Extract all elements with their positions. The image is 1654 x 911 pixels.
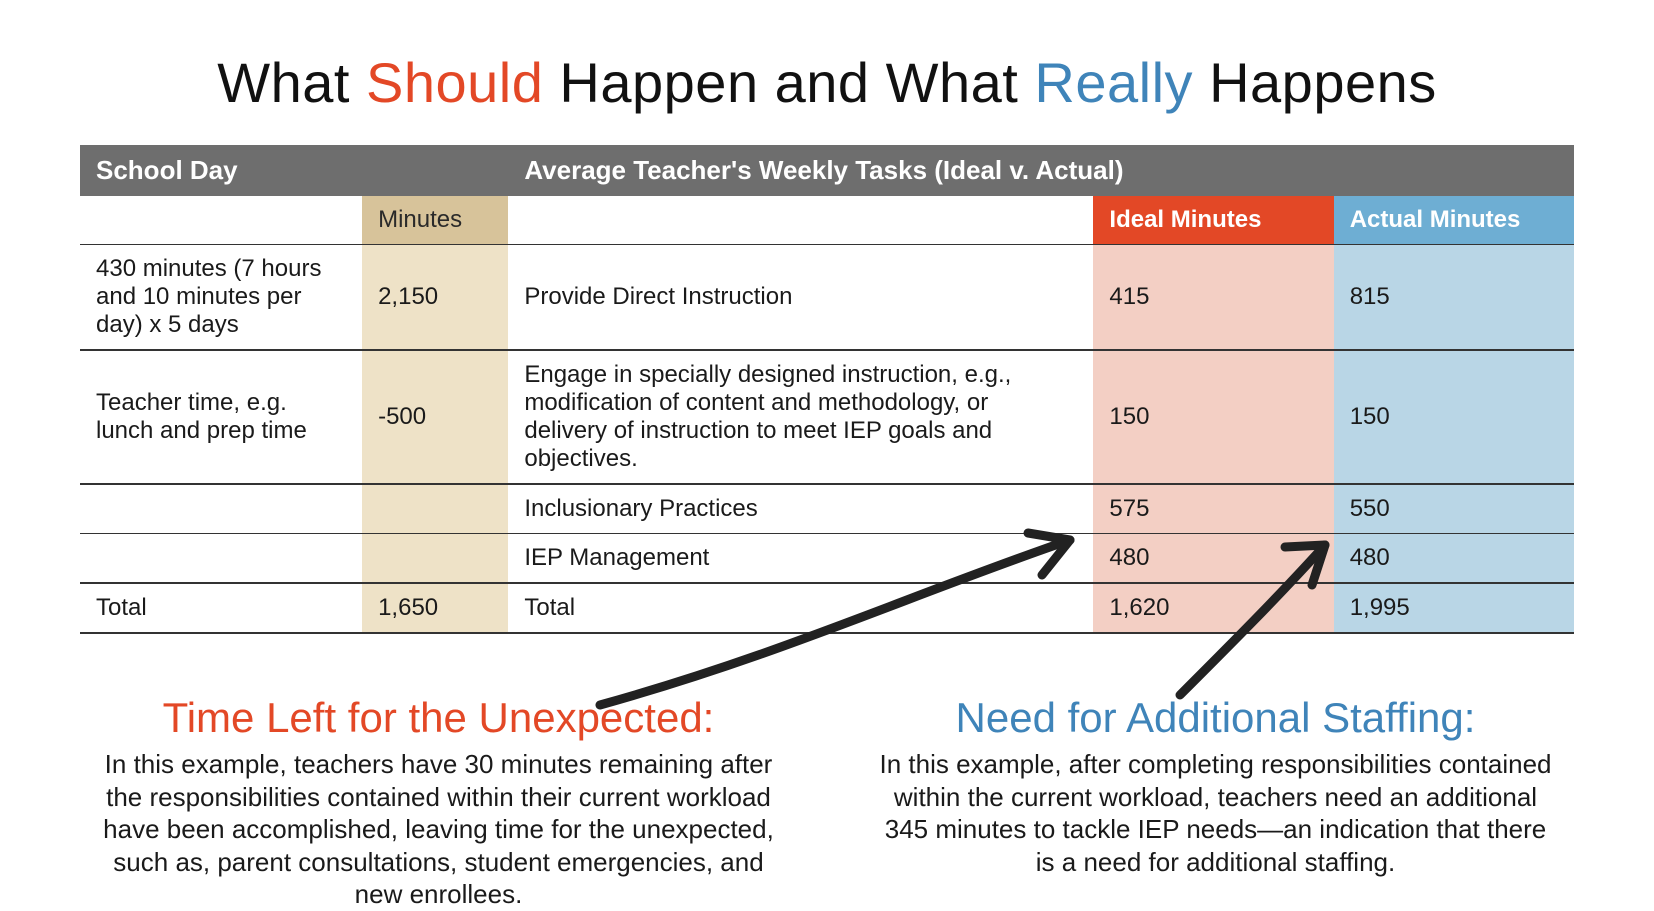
blank [80, 196, 362, 245]
hdr-minutes: Minutes [362, 196, 508, 245]
header-row-1: School Day Average Teacher's Weekly Task… [80, 145, 1574, 196]
cell-total-min: 1,650 [362, 583, 508, 633]
cell-label: 430 minutes (7 hours and 10 minutes per … [80, 245, 362, 351]
hdr-avg-tasks: Average Teacher's Weekly Tasks (Ideal v.… [508, 145, 1574, 196]
table-row-total: Total 1,650 Total 1,620 1,995 [80, 583, 1574, 633]
table-row: 430 minutes (7 hours and 10 minutes per … [80, 245, 1574, 351]
cell-minutes [362, 484, 508, 534]
hdr-actual: Actual Minutes [1334, 196, 1574, 245]
cell-label [80, 534, 362, 584]
cell-actual: 480 [1334, 534, 1574, 584]
title-really: Really [1034, 51, 1193, 114]
blank [508, 196, 1093, 245]
callout-right: Need for Additional Staffing: In this ex… [857, 694, 1574, 911]
title-should: Should [366, 51, 543, 114]
table-row: IEP Management 480 480 [80, 534, 1574, 584]
callout-left-body: In this example, teachers have 30 minute… [99, 748, 779, 911]
table-wrap: School Day Average Teacher's Weekly Task… [80, 145, 1574, 634]
cell-actual: 815 [1334, 245, 1574, 351]
header-row-2: Minutes Ideal Minutes Actual Minutes [80, 196, 1574, 245]
cell-total-task: Total [508, 583, 1093, 633]
cell-ideal: 415 [1093, 245, 1333, 351]
hdr-school-day: School Day [80, 145, 508, 196]
title-part: Happen and What [543, 51, 1034, 114]
cell-label [80, 484, 362, 534]
table-row: Teacher time, e.g. lunch and prep time -… [80, 350, 1574, 484]
cell-actual: 550 [1334, 484, 1574, 534]
comparison-table: School Day Average Teacher's Weekly Task… [80, 145, 1574, 634]
cell-task: Inclusionary Practices [508, 484, 1093, 534]
cell-task: IEP Management [508, 534, 1093, 584]
callouts: Time Left for the Unexpected: In this ex… [80, 694, 1574, 911]
cell-total-ideal: 1,620 [1093, 583, 1333, 633]
cell-minutes [362, 534, 508, 584]
callout-right-title: Need for Additional Staffing: [857, 694, 1574, 742]
page-title: What Should Happen and What Really Happe… [80, 50, 1574, 115]
title-part: What [217, 51, 366, 114]
cell-task: Provide Direct Instruction [508, 245, 1093, 351]
cell-ideal: 575 [1093, 484, 1333, 534]
cell-minutes: -500 [362, 350, 508, 484]
cell-label: Teacher time, e.g. lunch and prep time [80, 350, 362, 484]
title-part: Happens [1193, 51, 1437, 114]
page: What Should Happen and What Really Happe… [0, 0, 1654, 911]
callout-left-title: Time Left for the Unexpected: [80, 694, 797, 742]
cell-actual: 150 [1334, 350, 1574, 484]
cell-ideal: 480 [1093, 534, 1333, 584]
cell-ideal: 150 [1093, 350, 1333, 484]
callout-right-body: In this example, after completing respon… [876, 748, 1556, 878]
cell-total-actual: 1,995 [1334, 583, 1574, 633]
callout-left: Time Left for the Unexpected: In this ex… [80, 694, 797, 911]
cell-minutes: 2,150 [362, 245, 508, 351]
cell-total-label: Total [80, 583, 362, 633]
cell-task: Engage in specially designed instruction… [508, 350, 1093, 484]
table-row: Inclusionary Practices 575 550 [80, 484, 1574, 534]
hdr-ideal: Ideal Minutes [1093, 196, 1333, 245]
